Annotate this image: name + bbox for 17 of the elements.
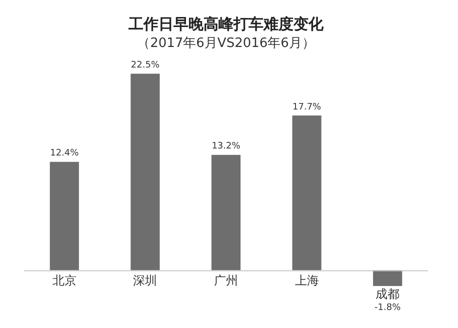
x-tick-label: 成都 (376, 287, 400, 302)
data-label: -1.8% (374, 302, 402, 313)
bar (130, 74, 160, 270)
x-tick-label: 北京 (52, 273, 76, 288)
data-label: 13.2% (212, 142, 241, 152)
data-label: 12.4% (50, 148, 80, 159)
data-label: 22.5% (130, 60, 160, 70)
x-tick-label: 上海 (294, 273, 319, 288)
data-label: 17.7% (292, 102, 322, 112)
bar (50, 162, 79, 270)
chart-title: 工作日早晚高峰打车难度变化 (128, 14, 324, 33)
bar (292, 116, 322, 270)
bar (211, 154, 241, 270)
bar (373, 270, 402, 286)
chart-subtitle: （2017年6月VS2016年6月） (137, 36, 315, 52)
x-tick-label: 深圳 (133, 273, 158, 288)
x-tick-label: 广州 (214, 273, 238, 288)
